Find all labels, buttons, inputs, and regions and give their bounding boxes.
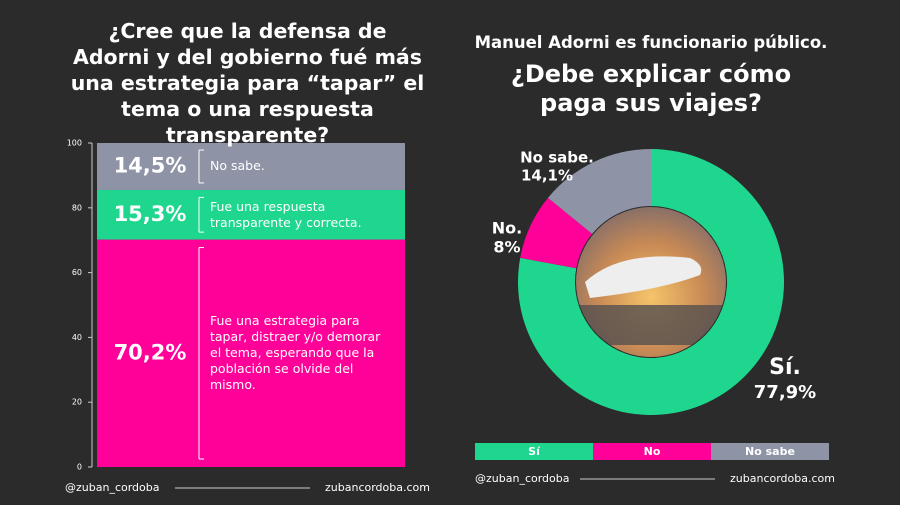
plane-icon [585,256,702,298]
data-label: No sabe. [520,149,594,167]
right-subtitle: Manuel Adorni es funcionario público. [474,33,828,52]
segment-description: No sabe. [210,158,265,174]
bar-segment [97,143,405,190]
data-label: No. [492,219,522,238]
legend-swatch [593,443,711,460]
footer-site: zubancordoba.com [730,472,835,485]
y-tick-label: 100 [67,139,82,148]
value-label: 70,2% [114,340,187,364]
legend-label: No [644,445,661,458]
right-title: ¿Debe explicar cómo paga sus viajes? [510,60,792,117]
footer-handle: @zuban_cordoba [65,481,159,494]
footer-handle: @zuban_cordoba [475,472,569,485]
y-tick-label: 0 [77,463,82,472]
legend-swatch [475,443,593,460]
value-label: 8% [493,238,520,257]
y-tick-label: 60 [72,268,82,277]
value-label: 77,9% [754,382,816,403]
bar-segment [97,189,405,240]
bar-segment [97,239,405,467]
y-tick-label: 80 [72,203,82,212]
legend-label: Sí [528,445,541,458]
value-label: 15,3% [114,202,187,226]
donut-segment [520,197,593,269]
left-title: ¿Cree que la defensa de Adorni y del gob… [70,19,425,147]
segment-description: Fue una respuesta transparente y correct… [210,198,362,230]
donut-segment [518,149,785,416]
y-tick-label: 40 [72,333,82,342]
value-label: 14,1% [521,167,573,185]
legend-label: No sabe [745,445,795,458]
y-tick-label: 20 [72,398,82,407]
legend-swatch [711,443,829,460]
footer-site: zubancordoba.com [325,481,430,494]
data-label: Sí. [769,355,801,380]
segment-description: Fue una estrategia para tapar, distraer … [210,313,381,393]
value-label: 14,5% [114,153,187,177]
donut-segment [547,149,651,234]
